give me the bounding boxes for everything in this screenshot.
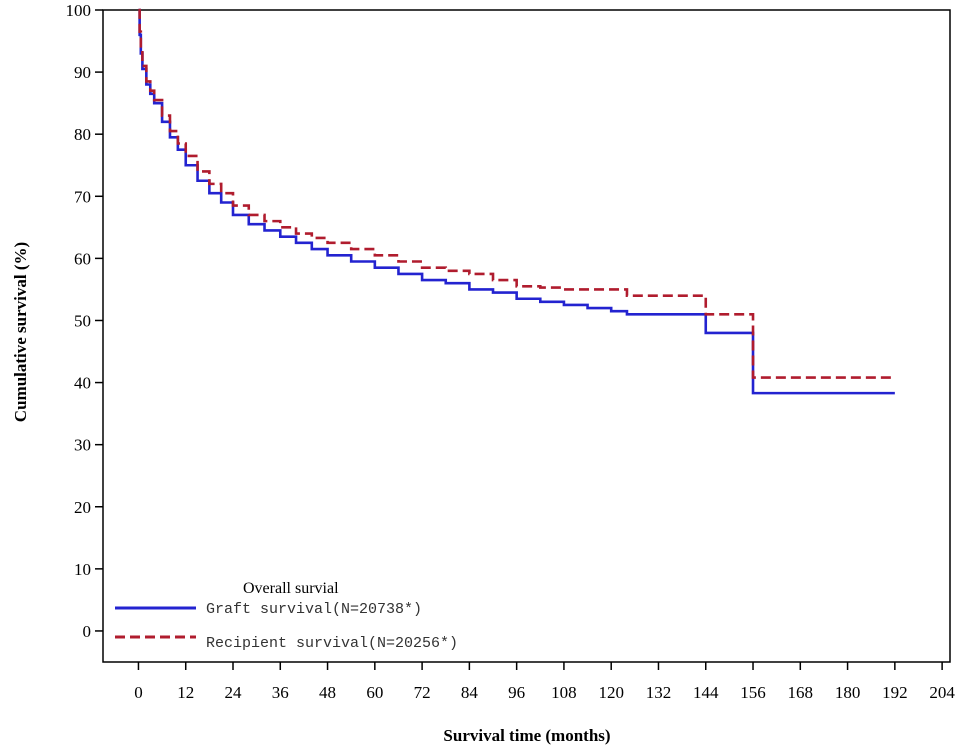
legend-title: Overall survial	[243, 580, 339, 597]
legend: Overall survial Graft survival(N=20738*)…	[115, 580, 458, 652]
x-tick-label: 60	[366, 683, 383, 702]
series-line-recipient-survival	[138, 8, 895, 379]
x-tick-label: 48	[319, 683, 336, 702]
y-axis-title: Cumulative survival (%)	[11, 242, 30, 422]
y-tick-label: 0	[83, 622, 92, 641]
series-layer	[138, 8, 895, 395]
x-tick-label: 132	[646, 683, 672, 702]
x-tick-label: 24	[225, 683, 243, 702]
x-tick-label: 84	[461, 683, 479, 702]
x-axis: 0 12 24 36 48 60 72 84 96 108 120 132 144 156 168 180 19…	[134, 662, 955, 702]
x-tick-label: 96	[508, 683, 525, 702]
x-tick-label: 72	[414, 683, 431, 702]
y-tick-label: 80	[74, 125, 91, 144]
x-tick-label: 192	[882, 683, 908, 702]
x-tick-label: 144	[693, 683, 719, 702]
x-tick-label: 156	[740, 683, 766, 702]
y-tick-label: 10	[74, 560, 91, 579]
x-tick-label: 168	[788, 683, 814, 702]
y-tick-label: 70	[74, 187, 91, 206]
y-tick-label: 30	[74, 436, 91, 455]
legend-label-recipient: Recipient survival(N=20256*)	[206, 635, 458, 652]
y-tick-label: 20	[74, 498, 91, 517]
y-axis: 0 10 20 30 40 50 60 70 80 90 100	[66, 1, 103, 641]
x-tick-label: 12	[177, 683, 194, 702]
y-tick-label: 40	[74, 374, 91, 393]
y-tick-label: 100	[66, 1, 92, 20]
x-tick-label: 204	[929, 683, 955, 702]
x-tick-label: 0	[134, 683, 143, 702]
x-tick-label: 120	[598, 683, 624, 702]
x-tick-label: 36	[272, 683, 289, 702]
plot-frame	[102, 9, 951, 663]
series-line-graft-survival	[138, 8, 895, 395]
y-tick-label: 60	[74, 249, 91, 268]
x-axis-title: Survival time (months)	[443, 726, 610, 745]
y-tick-label: 90	[74, 63, 91, 82]
legend-label-graft: Graft survival(N=20738*)	[206, 601, 422, 618]
x-tick-label: 180	[835, 683, 861, 702]
y-tick-label: 50	[74, 311, 91, 330]
x-tick-label: 108	[551, 683, 577, 702]
